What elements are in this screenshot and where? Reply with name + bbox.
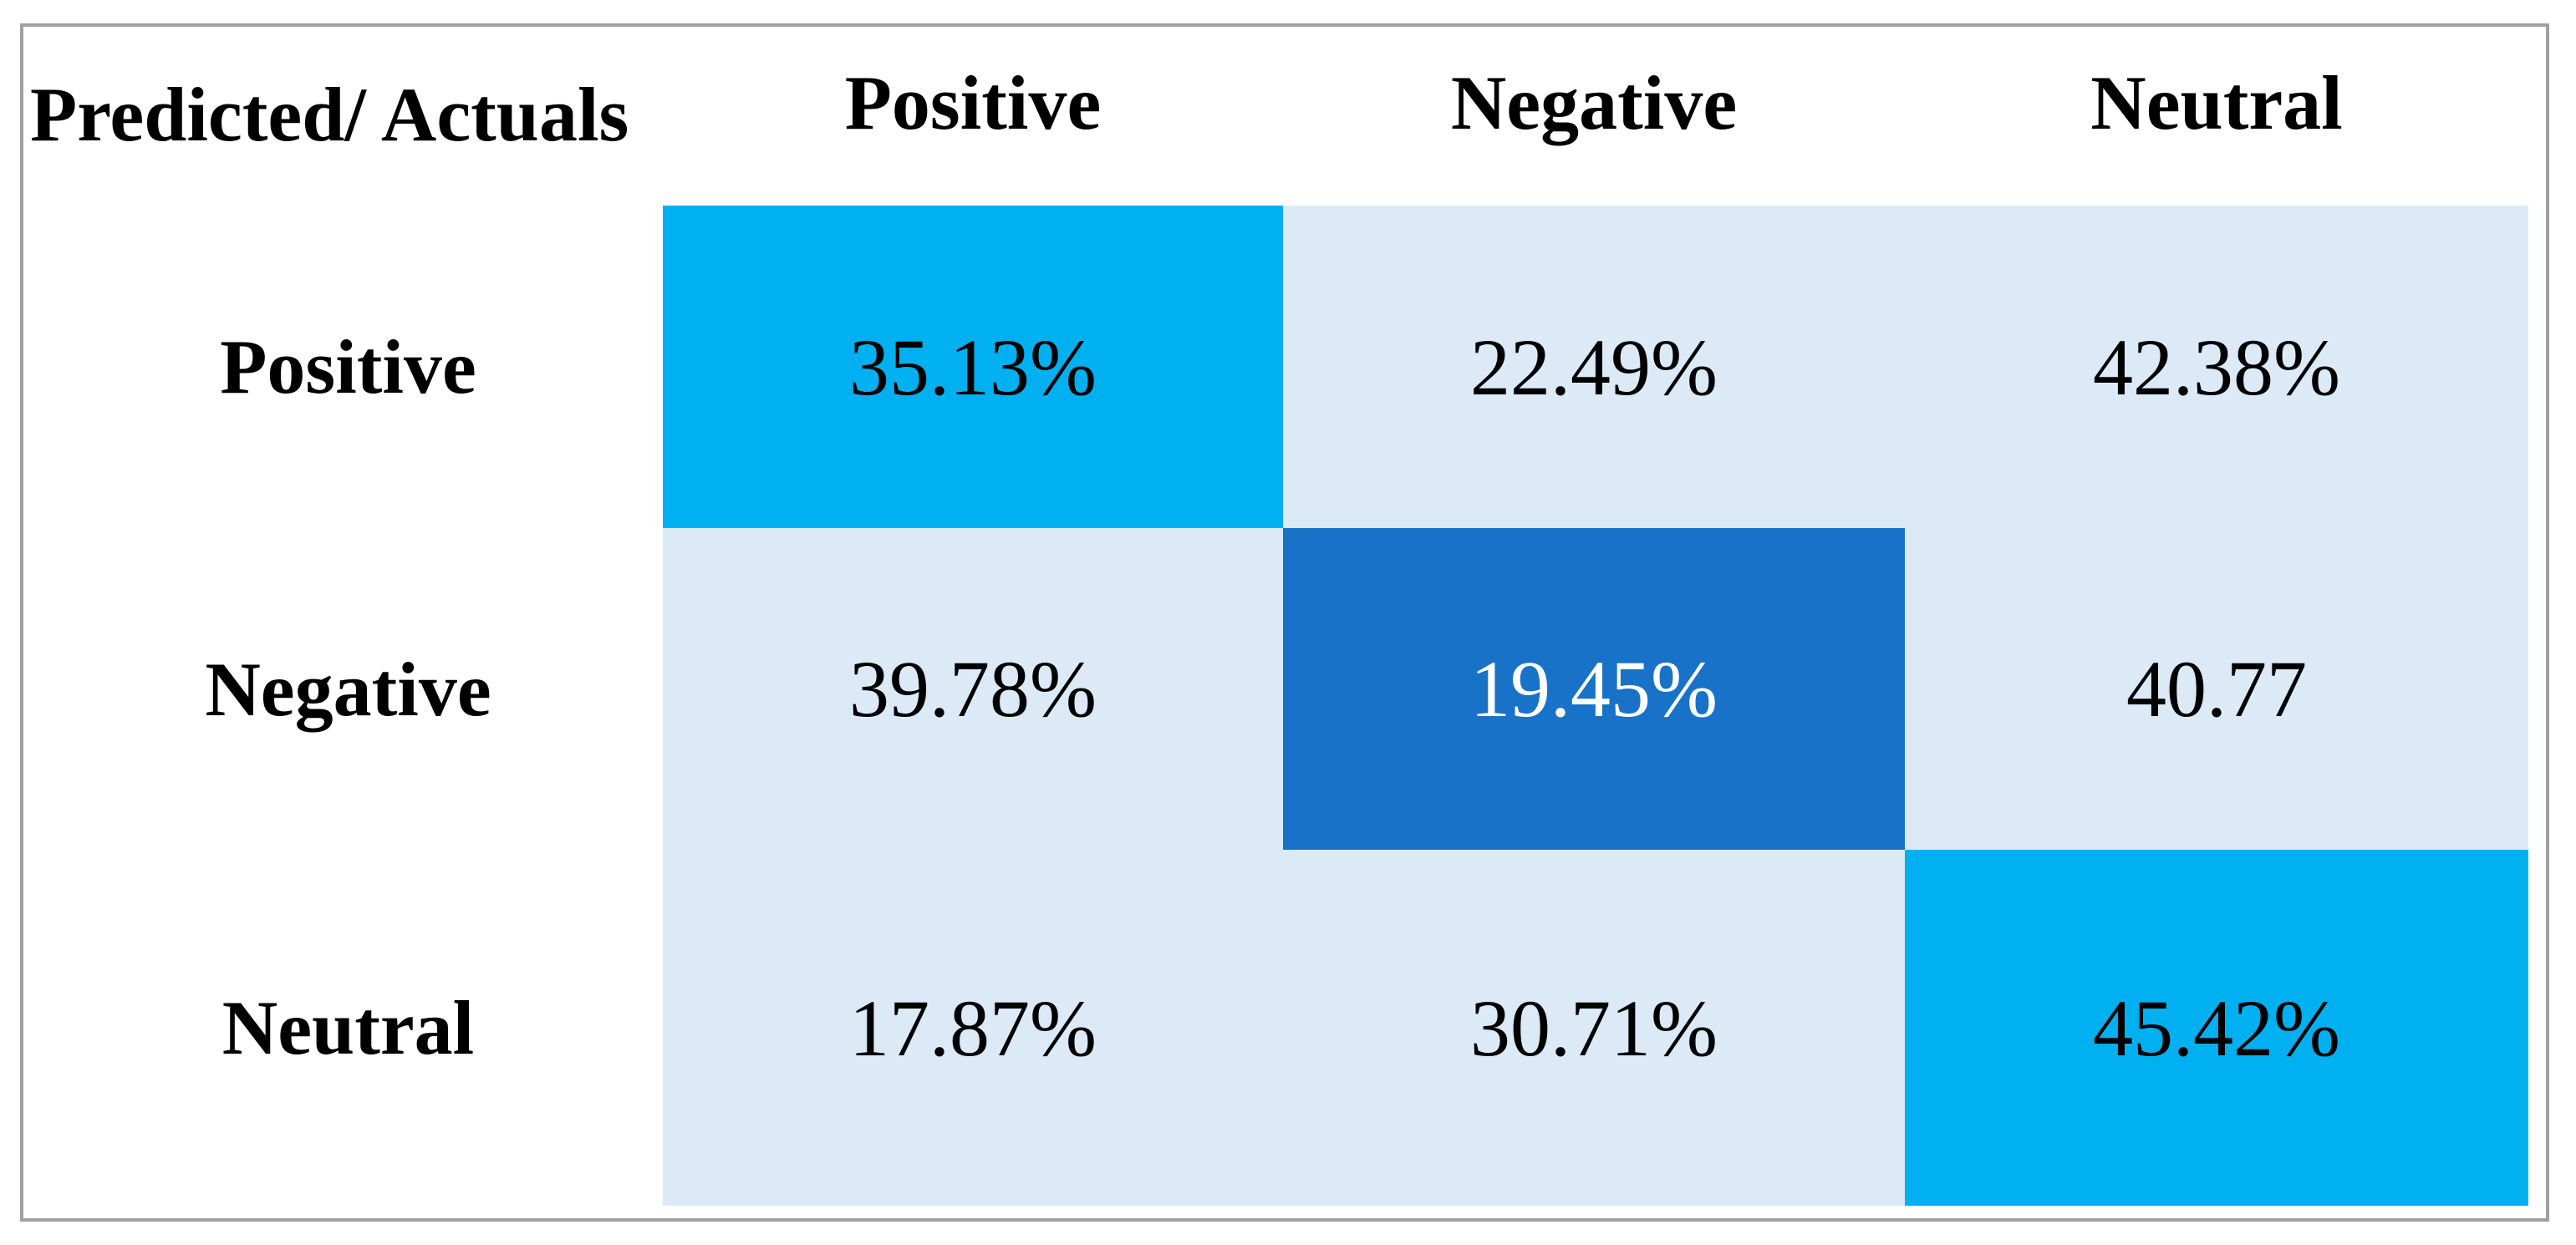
cell: 45.42%: [1905, 850, 2528, 1206]
cell: 19.45%: [1283, 528, 1905, 850]
corner-header: Predicted/ Actuals: [30, 72, 629, 157]
row-header: Neutral: [221, 985, 475, 1070]
cell: 30.71%: [1283, 850, 1905, 1206]
column-header: Neutral: [2090, 60, 2343, 145]
row-header: Negative: [205, 646, 491, 732]
cell: 40.77: [1905, 528, 2528, 850]
cell: 22.49%: [1283, 206, 1905, 528]
cell: 42.38%: [1905, 206, 2528, 528]
column-header: Positive: [844, 60, 1102, 145]
row-header: Positive: [220, 324, 476, 409]
cell: 17.87%: [663, 850, 1283, 1206]
column-header: Negative: [1450, 60, 1738, 145]
cell: 39.78%: [663, 528, 1283, 850]
cell: 35.13%: [663, 206, 1283, 528]
table-frame: [20, 23, 2549, 1222]
